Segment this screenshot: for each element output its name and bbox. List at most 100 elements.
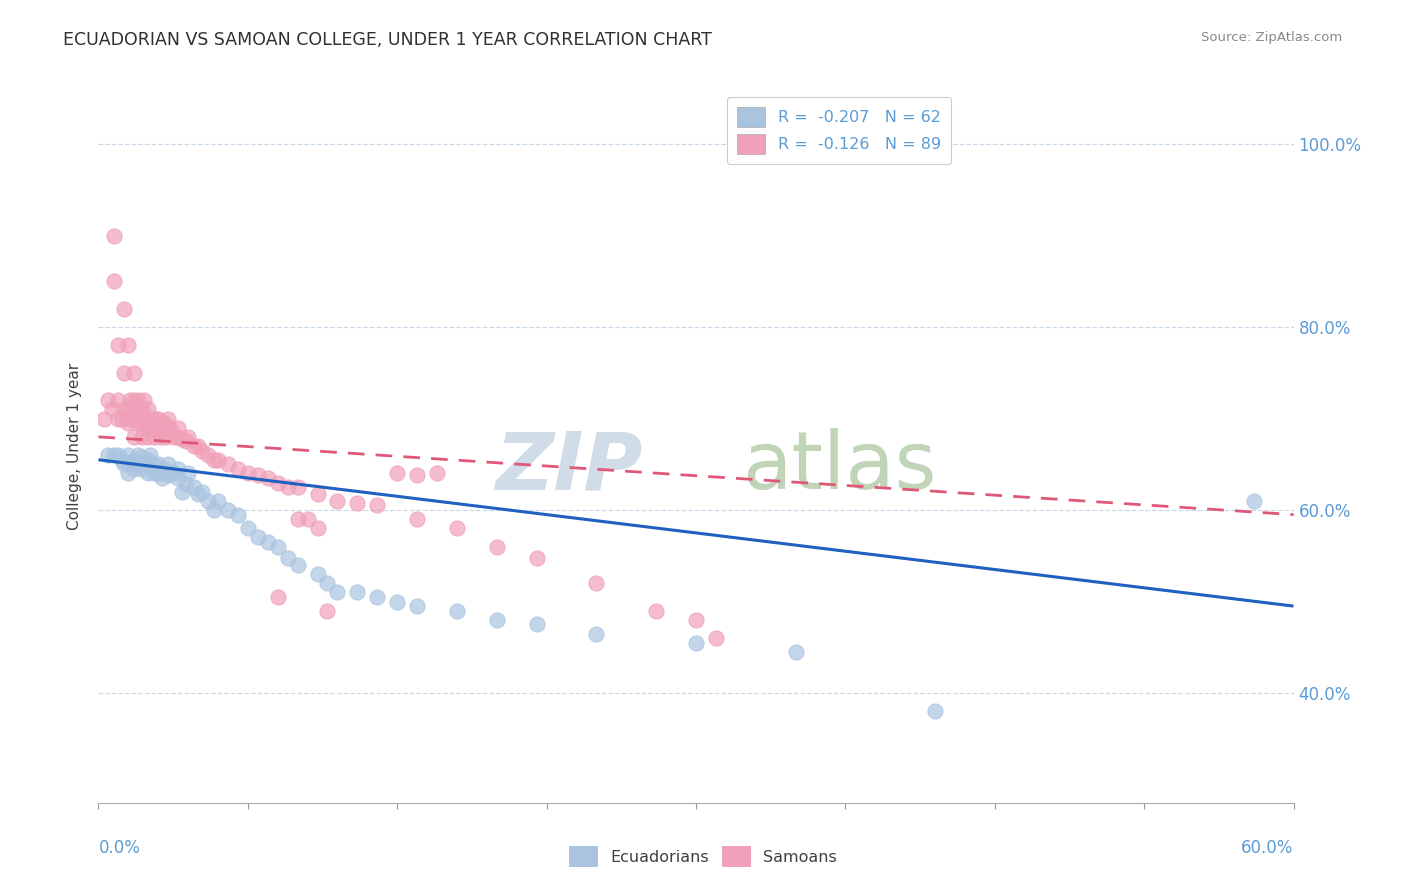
Point <box>124 430 146 444</box>
Y-axis label: College, Under 1 year: College, Under 1 year <box>67 362 83 530</box>
Point <box>121 402 143 417</box>
Text: ZIP: ZIP <box>495 428 643 507</box>
Point <box>135 416 157 430</box>
Point <box>202 452 225 467</box>
Point <box>112 458 135 472</box>
Point <box>217 458 239 472</box>
Point <box>585 576 607 591</box>
Point <box>197 448 219 462</box>
Point <box>148 411 170 425</box>
Point <box>366 590 388 604</box>
Text: atlas: atlas <box>742 428 936 507</box>
Point <box>207 452 229 467</box>
Point <box>131 402 153 417</box>
Point <box>107 393 129 408</box>
Point <box>426 467 449 481</box>
Point <box>485 540 508 554</box>
Point <box>236 467 259 481</box>
Point <box>153 462 176 476</box>
Point <box>93 411 115 425</box>
Point <box>124 393 146 408</box>
Point <box>127 402 149 417</box>
Point <box>143 420 166 434</box>
Point <box>226 462 249 476</box>
Point <box>131 430 153 444</box>
Point <box>141 411 163 425</box>
Point <box>121 458 143 472</box>
Point <box>101 402 124 417</box>
Point <box>256 471 278 485</box>
Point <box>172 432 194 446</box>
Point <box>153 416 176 430</box>
Point <box>131 462 153 476</box>
Point <box>202 503 225 517</box>
Point <box>526 550 548 565</box>
Point <box>103 448 125 462</box>
Point <box>191 443 214 458</box>
Point <box>197 494 219 508</box>
Point <box>167 471 190 485</box>
Point <box>136 452 159 467</box>
Point <box>685 636 707 650</box>
Point <box>143 458 166 472</box>
Point <box>148 420 170 434</box>
Point <box>148 458 170 472</box>
Point <box>217 503 239 517</box>
Point <box>124 452 146 467</box>
Point <box>131 416 153 430</box>
Point <box>97 448 120 462</box>
Point <box>385 467 409 481</box>
Text: Source: ZipAtlas.com: Source: ZipAtlas.com <box>1202 31 1343 45</box>
Point <box>385 594 409 608</box>
Point <box>924 704 946 718</box>
Point <box>167 462 190 476</box>
Legend: R =  -0.207   N = 62, R =  -0.126   N = 89: R = -0.207 N = 62, R = -0.126 N = 89 <box>727 97 950 164</box>
Point <box>177 467 200 481</box>
Point <box>406 512 429 526</box>
Point <box>136 467 159 481</box>
Point <box>167 420 190 434</box>
Point <box>148 467 170 481</box>
Legend: Ecuadorians, Samoans: Ecuadorians, Samoans <box>562 840 844 873</box>
Point <box>174 477 197 491</box>
Point <box>187 439 209 453</box>
Point <box>246 531 269 545</box>
Point <box>103 228 125 243</box>
Point <box>143 467 166 481</box>
Point <box>131 450 153 464</box>
Point <box>645 604 668 618</box>
Point <box>150 420 173 434</box>
Point <box>139 416 162 430</box>
Point <box>406 599 429 613</box>
Point <box>277 480 299 494</box>
Point <box>785 645 807 659</box>
Point <box>117 338 139 352</box>
Point <box>207 494 229 508</box>
Point <box>136 420 159 434</box>
Text: 0.0%: 0.0% <box>98 839 141 857</box>
Point <box>112 402 135 417</box>
Point <box>117 416 139 430</box>
Point <box>159 467 181 481</box>
Point <box>277 550 299 565</box>
Point <box>226 508 249 522</box>
Point <box>187 486 209 500</box>
Point <box>112 301 135 316</box>
Point <box>97 393 120 408</box>
Point <box>157 458 180 472</box>
Point <box>174 434 197 449</box>
Point <box>145 411 167 425</box>
Point <box>316 604 339 618</box>
Point <box>287 480 309 494</box>
Point <box>117 448 139 462</box>
Point <box>446 521 468 535</box>
Text: ECUADORIAN VS SAMOAN COLLEGE, UNDER 1 YEAR CORRELATION CHART: ECUADORIAN VS SAMOAN COLLEGE, UNDER 1 YE… <box>63 31 713 49</box>
Point <box>1243 494 1265 508</box>
Point <box>704 631 727 645</box>
Point <box>256 535 278 549</box>
Point <box>112 366 135 380</box>
Point <box>150 471 173 485</box>
Point <box>124 411 146 425</box>
Point <box>136 430 159 444</box>
Point <box>236 521 259 535</box>
